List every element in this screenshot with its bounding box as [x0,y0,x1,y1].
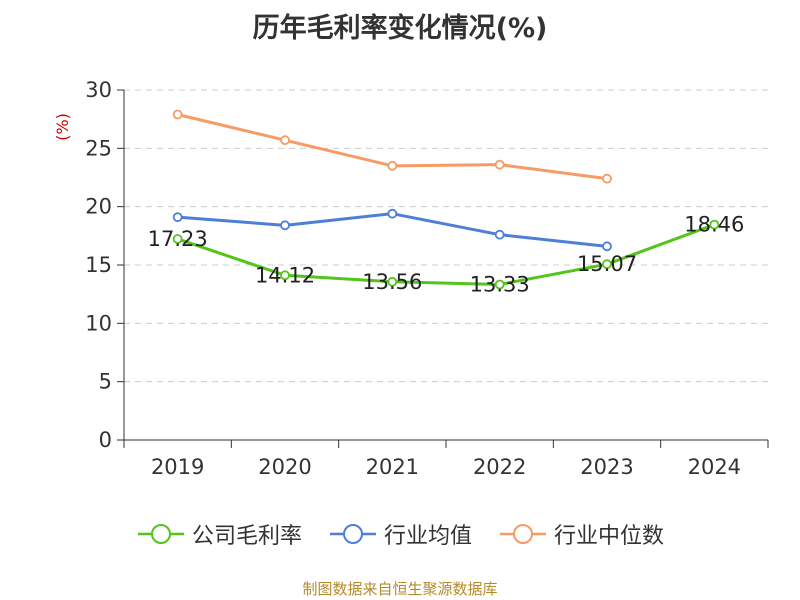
data-point [172,212,183,223]
data-point [172,234,183,244]
data-label: 13.33 [470,272,530,296]
y-tick-label: 20 [85,195,112,219]
data-point [387,160,398,171]
y-tick-label: 15 [85,253,112,277]
data-point [387,208,398,219]
legend-label: 行业中位数 [554,524,665,549]
legend-item[interactable]: 行业均值 [328,518,472,550]
legend-marker-icon [137,524,184,544]
y-tick-label: 30 [85,78,112,102]
data-label: 15.07 [577,252,637,276]
gridlines [124,89,768,383]
data-label: 18.46 [684,213,744,237]
data-label: 13.56 [362,270,422,294]
data-point [494,159,505,170]
data-point [602,259,612,270]
y-tick-label: 0 [99,428,112,452]
legend-item[interactable]: 公司毛利率 [136,518,302,550]
data-point [280,270,290,281]
data-labels: 17.23 14.12 13.56 13.33 15.07 18.46 [148,213,745,297]
data-point [494,229,505,240]
x-tick-label: 2021 [366,455,419,479]
y-axis-unit-label: (%) [53,113,72,141]
legend-marker-icon [500,524,546,544]
x-tick-label: 2019 [151,455,204,479]
legend-item[interactable]: 行业中位数 [498,518,664,550]
data-label: 17.23 [148,227,208,251]
legend-label: 行业均值 [383,524,472,549]
source-note: 制图数据来自恒生聚源数据库 [302,580,498,598]
axes: 0 5 10 15 20 25 30 2019 2020 2021 2022 2023 2024 [85,78,769,479]
data-point [602,173,612,184]
chart-title: 历年毛利率变化情况(%) [252,13,548,44]
legend-marker-icon [329,524,376,544]
data-point [494,279,505,290]
y-tick-label: 10 [85,311,112,335]
x-tick-label: 2020 [258,455,311,479]
data-point [387,276,398,287]
legend: 公司毛利率 行业均值 行业中位数 [0,518,800,550]
data-point [280,220,290,231]
y-tick-label: 5 [99,370,112,394]
data-point [602,241,612,252]
data-label: 14.12 [255,263,315,287]
data-point [709,219,720,230]
legend-label: 公司毛利率 [191,524,302,549]
x-tick-label: 2022 [473,455,526,479]
data-point [172,109,183,120]
series-lines [172,109,720,290]
x-tick-label: 2023 [580,455,633,479]
y-tick-label: 25 [85,136,112,160]
x-tick-label: 2024 [688,455,741,479]
data-point [280,135,290,146]
series-line [177,223,715,286]
